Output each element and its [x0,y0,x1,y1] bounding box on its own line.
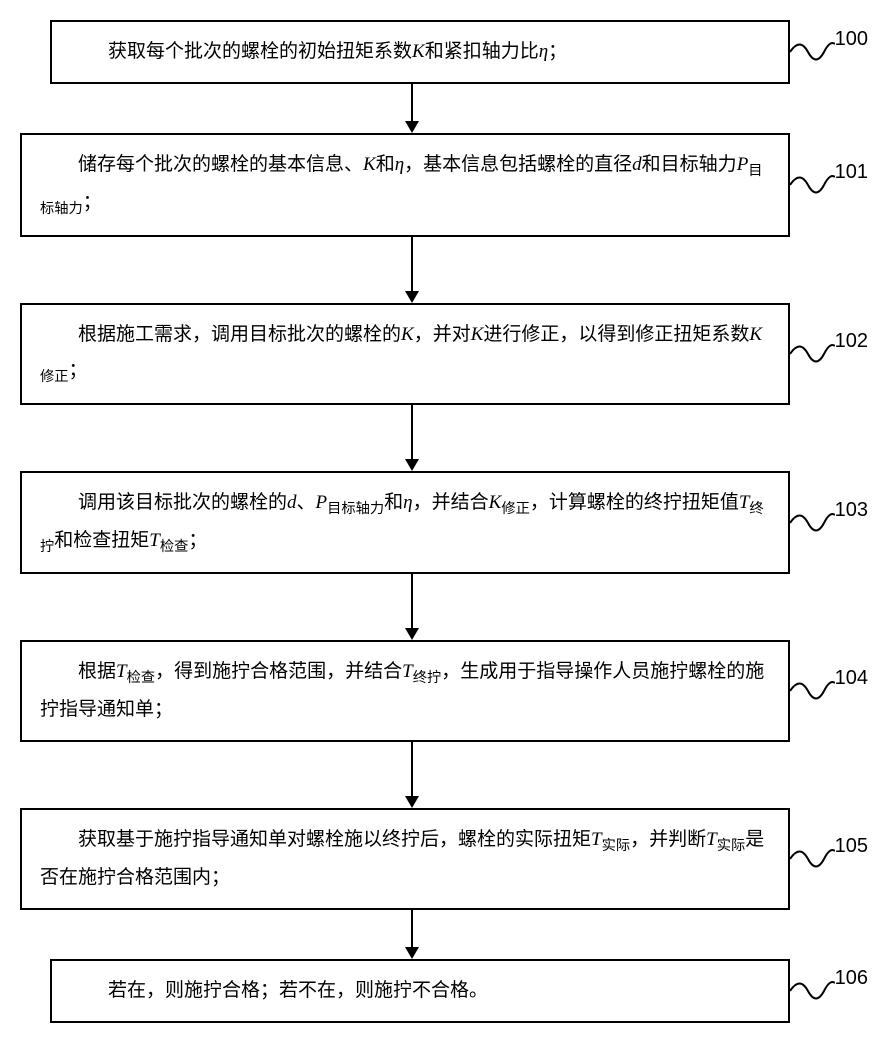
step-connector: 106 [790,971,860,1011]
connector-squiggle-icon [790,32,835,72]
step-row-100: 获取每个批次的螺栓的初始扭矩系数K和紧扣轴力比η； 100 [20,20,862,84]
step-connector: 104 [790,671,860,711]
connector-squiggle-icon [790,971,835,1011]
step-text: 获取每个批次的螺栓的初始扭矩系数K和紧扣轴力比η； [70,34,770,70]
connector-squiggle-icon [790,671,835,711]
step-box-100: 获取每个批次的螺栓的初始扭矩系数K和紧扣轴力比η； [50,20,790,84]
arrow-down-icon [405,405,419,471]
step-box-101: 储存每个批次的螺栓的基本信息、K和η，基本信息包括螺栓的直径d和目标轴力P目标轴… [20,133,790,237]
step-row-105: 获取基于施拧指导通知单对螺栓施以终拧后，螺栓的实际扭矩T实际，并判断T实际是否在… [20,808,862,910]
step-box-104: 根据T检查，得到施拧合格范围，并结合T终拧，生成用于指导操作人员施拧螺栓的施拧指… [20,640,790,742]
arrow-down-icon [405,237,419,303]
step-row-101: 储存每个批次的螺栓的基本信息、K和η，基本信息包括螺栓的直径d和目标轴力P目标轴… [20,133,862,237]
connector-squiggle-icon [790,839,835,879]
arrow-down-icon [405,84,419,133]
step-box-106: 若在，则施拧合格；若不在，则施拧不合格。 [50,959,790,1023]
step-label: 100 [835,28,868,51]
step-connector: 105 [790,839,860,879]
step-box-105: 获取基于施拧指导通知单对螺栓施以终拧后，螺栓的实际扭矩T实际，并判断T实际是否在… [20,808,790,910]
step-box-103: 调用该目标批次的螺栓的d、P目标轴力和η，并结合K修正，计算螺栓的终拧扭矩值T终… [20,471,790,575]
connector-squiggle-icon [790,165,835,205]
connector-squiggle-icon [790,334,835,374]
step-label: 105 [835,835,868,858]
step-connector: 101 [790,165,860,205]
step-text: 根据施工需求，调用目标批次的螺栓的K，并对K进行修正，以得到修正扭矩系数K修正； [40,317,770,391]
step-label: 106 [835,967,868,990]
step-label: 103 [835,499,868,522]
step-row-102: 根据施工需求，调用目标批次的螺栓的K，并对K进行修正，以得到修正扭矩系数K修正；… [20,303,862,405]
step-label: 102 [835,330,868,353]
arrow-down-icon [405,742,419,808]
step-text: 根据T检查，得到施拧合格范围，并结合T终拧，生成用于指导操作人员施拧螺栓的施拧指… [40,654,770,728]
arrow-down-icon [405,910,419,959]
step-connector: 102 [790,334,860,374]
step-row-106: 若在，则施拧合格；若不在，则施拧不合格。 106 [20,959,862,1023]
step-text: 若在，则施拧合格；若不在，则施拧不合格。 [70,973,770,1009]
step-text: 调用该目标批次的螺栓的d、P目标轴力和η，并结合K修正，计算螺栓的终拧扭矩值T终… [40,485,770,561]
connector-squiggle-icon [790,503,835,543]
arrow-down-icon [405,574,419,640]
step-connector: 100 [790,32,860,72]
step-row-103: 调用该目标批次的螺栓的d、P目标轴力和η，并结合K修正，计算螺栓的终拧扭矩值T终… [20,471,862,575]
step-label: 104 [835,667,868,690]
step-text: 储存每个批次的螺栓的基本信息、K和η，基本信息包括螺栓的直径d和目标轴力P目标轴… [40,147,770,223]
step-row-104: 根据T检查，得到施拧合格范围，并结合T终拧，生成用于指导操作人员施拧螺栓的施拧指… [20,640,862,742]
step-text: 获取基于施拧指导通知单对螺栓施以终拧后，螺栓的实际扭矩T实际，并判断T实际是否在… [40,822,770,896]
step-label: 101 [835,161,868,184]
flowchart-container: 获取每个批次的螺栓的初始扭矩系数K和紧扣轴力比η； 100 储存每个批次的螺栓的基… [20,20,862,1023]
step-connector: 103 [790,503,860,543]
step-box-102: 根据施工需求，调用目标批次的螺栓的K，并对K进行修正，以得到修正扭矩系数K修正； [20,303,790,405]
